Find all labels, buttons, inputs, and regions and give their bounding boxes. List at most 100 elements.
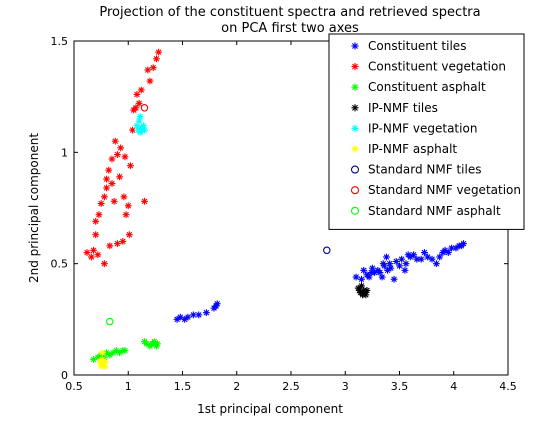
legend-marker-standard-nmf-asphalt bbox=[350, 206, 360, 215]
point-constituent-tiles bbox=[352, 273, 360, 281]
legend-marker-ip-nmf-asphalt bbox=[351, 145, 359, 153]
point-constituent-tiles bbox=[376, 269, 384, 276]
point-constituent-vegetation bbox=[125, 231, 133, 239]
x-tick-label: 4 bbox=[450, 380, 457, 393]
point-constituent-vegetation bbox=[137, 86, 145, 94]
legend-marker-constituent-vegetation bbox=[351, 63, 359, 71]
legend-box bbox=[328, 33, 525, 230]
point-constituent-tiles bbox=[410, 251, 418, 259]
point-constituent-tiles bbox=[386, 260, 394, 268]
point-constituent-tiles bbox=[358, 275, 365, 283]
point-constituent-tiles bbox=[380, 262, 388, 270]
x-tick-label: 4.5 bbox=[499, 380, 517, 393]
legend-label-standard-nmf-vegetation: Standard NMF vegetation bbox=[368, 183, 521, 197]
legend-label-standard-nmf-tiles: Standard NMF tiles bbox=[368, 163, 481, 177]
point-constituent-vegetation bbox=[116, 173, 123, 181]
point-constituent-vegetation bbox=[90, 246, 97, 254]
point-constituent-asphalt bbox=[116, 349, 123, 357]
point-constituent-tiles bbox=[436, 253, 444, 261]
x-tick-label: 0.5 bbox=[65, 380, 83, 393]
point-constituent-vegetation bbox=[108, 155, 116, 163]
point-constituent-vegetation bbox=[124, 202, 132, 210]
legend-label-ip-nmf-asphalt: IP-NMF asphalt bbox=[368, 142, 457, 156]
point-constituent-tiles bbox=[184, 313, 192, 321]
point-constituent-vegetation bbox=[97, 200, 105, 207]
point-constituent-tiles bbox=[417, 255, 425, 263]
legend-marker-ip-nmf-tiles bbox=[351, 104, 359, 112]
point-constituent-tiles bbox=[387, 264, 395, 272]
point-constituent-tiles bbox=[396, 262, 403, 270]
point-constituent-vegetation bbox=[144, 66, 152, 74]
legend-marker-constituent-tiles bbox=[351, 42, 359, 50]
legend-label-standard-nmf-asphalt: Standard NMF asphalt bbox=[368, 204, 501, 218]
point-constituent-vegetation bbox=[114, 240, 121, 248]
point-ip-nmf-vegetation bbox=[141, 126, 148, 134]
point-constituent-vegetation bbox=[120, 193, 128, 201]
point-constituent-vegetation bbox=[146, 77, 154, 85]
point-constituent-tiles bbox=[392, 258, 400, 265]
point-constituent-vegetation bbox=[87, 253, 95, 261]
x-tick-label: 3 bbox=[342, 380, 349, 393]
point-constituent-vegetation bbox=[133, 91, 141, 98]
point-constituent-vegetation bbox=[92, 231, 100, 239]
point-constituent-vegetation bbox=[92, 217, 100, 225]
point-constituent-vegetation bbox=[127, 162, 134, 170]
x-tick-label: 2.5 bbox=[282, 380, 300, 393]
point-constituent-vegetation bbox=[105, 166, 113, 174]
point-constituent-tiles bbox=[402, 260, 410, 268]
point-constituent-tiles bbox=[212, 302, 220, 310]
point-constituent-tiles bbox=[202, 309, 210, 317]
legend: Constituent tiles Constituent vegetation C… bbox=[328, 33, 525, 230]
point-constituent-tiles bbox=[421, 249, 428, 256]
point-constituent-vegetation bbox=[103, 184, 110, 192]
legend-marker-constituent-asphalt bbox=[351, 83, 359, 91]
point-constituent-tiles bbox=[444, 249, 452, 256]
point-constituent-tiles bbox=[390, 275, 398, 283]
x-axis-label: 1st principal component bbox=[197, 402, 343, 416]
axis-ticks: 0.5 1 1.5 2 2.5 3 3.5 4 4.500.511.5 bbox=[51, 35, 517, 393]
y-tick-label: 1 bbox=[61, 146, 68, 159]
point-constituent-vegetation bbox=[94, 251, 102, 259]
point-constituent-asphalt bbox=[106, 351, 114, 359]
point-constituent-vegetation bbox=[121, 153, 129, 161]
point-constituent-vegetation bbox=[135, 99, 143, 107]
point-constituent-tiles bbox=[378, 273, 386, 281]
point-ip-nmf-tiles bbox=[362, 291, 370, 299]
point-constituent-vegetation bbox=[117, 144, 125, 152]
point-constituent-vegetation bbox=[100, 260, 108, 268]
point-constituent-vegetation bbox=[153, 55, 160, 63]
point-constituent-vegetation bbox=[111, 137, 119, 145]
x-tick-label: 1.5 bbox=[174, 380, 192, 393]
point-constituent-tiles bbox=[406, 253, 414, 261]
point-ip-nmf-tiles bbox=[363, 286, 371, 294]
x-tick-label: 2 bbox=[233, 380, 240, 393]
point-standard-nmf-vegetation bbox=[140, 104, 149, 112]
y-axis-label: 2nd principal component bbox=[27, 133, 41, 283]
point-constituent-vegetation bbox=[100, 193, 108, 201]
x-tick-label: 3.5 bbox=[391, 380, 409, 393]
point-constituent-vegetation bbox=[108, 180, 116, 187]
legend-marker-standard-nmf-tiles bbox=[350, 165, 360, 174]
point-constituent-tiles bbox=[424, 253, 432, 261]
point-constituent-vegetation bbox=[149, 64, 157, 72]
x-tick-label: 1 bbox=[125, 380, 132, 393]
point-constituent-vegetation bbox=[122, 211, 130, 219]
point-constituent-tiles bbox=[213, 300, 221, 308]
point-constituent-tiles bbox=[195, 311, 203, 319]
point-constituent-vegetation bbox=[141, 197, 148, 205]
point-constituent-vegetation bbox=[110, 197, 118, 205]
point-constituent-vegetation bbox=[95, 211, 103, 219]
y-tick-label: 0 bbox=[61, 369, 68, 382]
point-constituent-vegetation bbox=[114, 151, 121, 158]
point-standard-nmf-tiles bbox=[323, 246, 331, 255]
y-tick-label: 0.5 bbox=[51, 258, 69, 271]
point-ip-nmf-vegetation bbox=[140, 122, 147, 130]
chart-title-line-1: Projection of the constituent spectra an… bbox=[99, 5, 480, 20]
point-constituent-vegetation bbox=[106, 242, 114, 250]
legend-label-constituent-vegetation: Constituent vegetation bbox=[368, 60, 506, 74]
data-marks bbox=[83, 48, 467, 370]
point-constituent-vegetation bbox=[119, 238, 127, 245]
legend-label-constituent-tiles: Constituent tiles bbox=[368, 39, 466, 53]
point-ip-nmf-asphalt bbox=[98, 349, 106, 357]
